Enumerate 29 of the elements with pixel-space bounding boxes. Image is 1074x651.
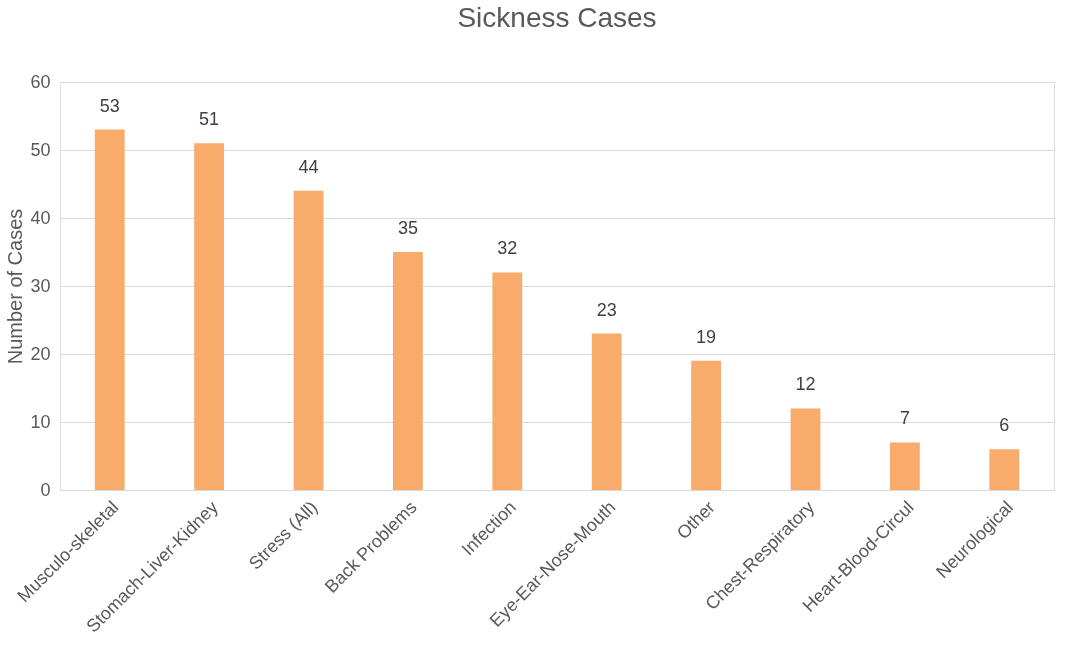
data-label: 6 [999, 415, 1010, 436]
y-axis-title: Number of Cases [4, 208, 27, 365]
y-tick-label: 20 [30, 343, 51, 364]
y-tick-label: 10 [30, 411, 51, 432]
data-label: 23 [596, 299, 617, 320]
y-tick-label: 40 [30, 207, 51, 228]
y-tick-label: 60 [30, 71, 51, 92]
bar [591, 333, 622, 490]
bar [94, 129, 125, 490]
bar [293, 190, 324, 490]
data-label: 51 [199, 109, 220, 130]
y-tick-label: 30 [30, 275, 51, 296]
data-label: 32 [497, 238, 518, 259]
chart-title: Sickness Cases [457, 2, 657, 33]
bar [790, 408, 821, 490]
data-label: 53 [99, 95, 120, 116]
bar [392, 252, 423, 490]
data-label: 7 [899, 408, 910, 429]
y-tick-label: 50 [30, 139, 51, 160]
bar [691, 360, 722, 490]
bar [989, 449, 1020, 490]
bar [889, 442, 920, 490]
data-label: 35 [397, 218, 418, 238]
y-tick-label: 0 [40, 479, 51, 500]
bar [194, 143, 225, 490]
data-label: 19 [696, 326, 717, 347]
data-label: 44 [298, 156, 319, 177]
bar [492, 272, 523, 490]
data-label: 12 [795, 374, 816, 395]
